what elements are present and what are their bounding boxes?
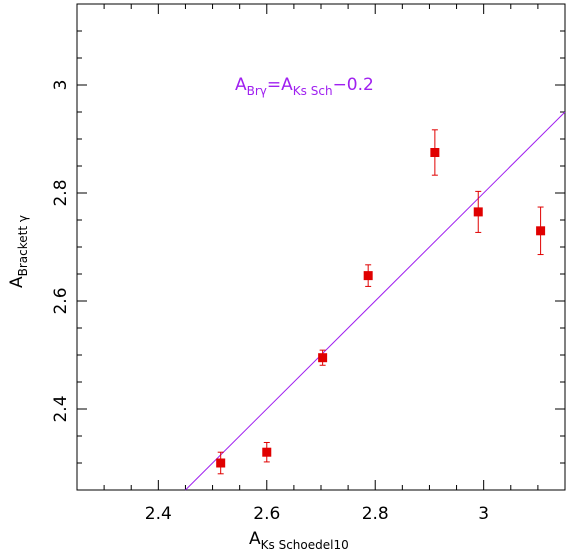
annotation: ABrγ=AKs Sch−0.2: [235, 75, 374, 98]
data-marker: [318, 353, 328, 363]
x-axis-title-sub: Ks Schoedel10: [261, 538, 349, 552]
y-axis-title-main: A: [7, 276, 27, 288]
tick-marks: [76, 3, 566, 491]
data-marker: [216, 458, 226, 468]
x-tick-label: 2.4: [145, 504, 172, 524]
data-point: [430, 129, 440, 176]
data-marker: [430, 148, 440, 157]
y-axis-title: ABrackett γ: [7, 215, 30, 288]
data-point: [262, 441, 272, 463]
data-marker: [473, 207, 483, 217]
data-point: [473, 190, 483, 233]
y-tick-label: 2.6: [51, 287, 71, 314]
data-point: [363, 264, 373, 287]
x-axis-title-main: A: [249, 529, 261, 549]
y-tick-label: 2.8: [51, 179, 71, 206]
data-point: [318, 349, 328, 366]
annotation-tail: −0.2: [333, 75, 374, 95]
y-tick-label: 2.4: [51, 395, 71, 422]
fit-line: [185, 111, 566, 491]
plot-frame: [76, 3, 566, 491]
x-tick-label: 2.6: [253, 504, 280, 524]
y-axis-title-sub: Brackett γ: [16, 215, 30, 276]
annotation-sub2: Ks Sch: [293, 84, 333, 98]
y-tick-label: 3: [51, 80, 71, 91]
data-marker: [262, 447, 272, 457]
data-points: [216, 129, 546, 475]
data-point: [216, 451, 226, 475]
annotation-eq: =A: [267, 75, 293, 95]
x-tick-label: 3: [478, 504, 489, 524]
data-marker: [536, 226, 546, 236]
data-point: [536, 206, 546, 256]
data-marker: [363, 271, 373, 281]
annotation-a1: A: [235, 75, 247, 95]
x-tick-label: 2.8: [362, 504, 389, 524]
x-axis-title: AKs Schoedel10: [249, 529, 349, 552]
annotation-sub1: Brγ: [247, 84, 267, 98]
tick-labels: 2.4 2.6 2.8 3 2.4 2.6 2.8 3: [51, 80, 489, 524]
